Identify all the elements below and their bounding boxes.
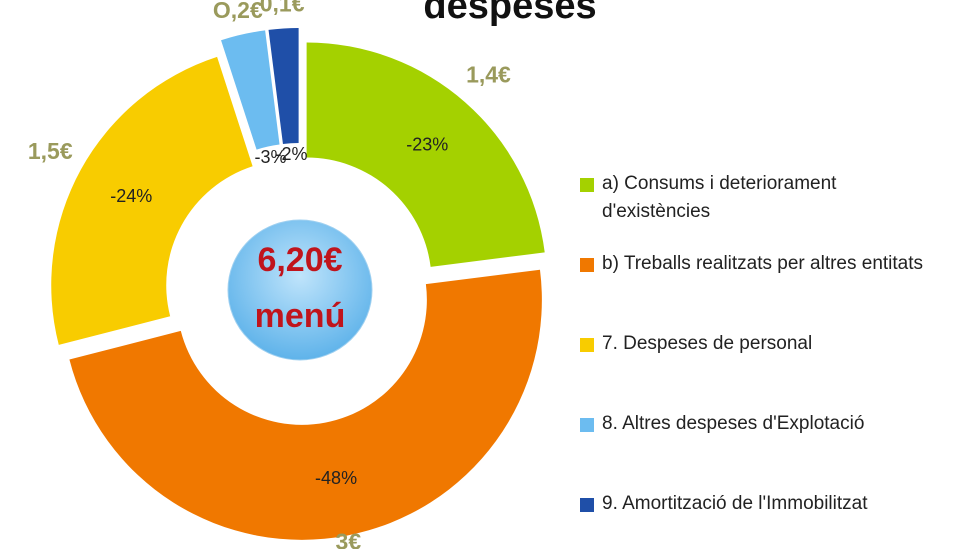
legend-item: 7. Despeses de personal — [580, 330, 940, 410]
legend-swatch — [580, 418, 594, 432]
donut-slice — [306, 42, 545, 267]
legend-label: 7. Despeses de personal — [602, 333, 813, 354]
legend-swatch — [580, 178, 594, 192]
legend-swatch — [580, 498, 594, 512]
value-label: -23% — [406, 134, 448, 154]
donut-slice — [69, 269, 542, 540]
amount-label: 0,1€ — [260, 0, 305, 17]
value-label: -24% — [110, 186, 152, 206]
donut-slice — [221, 30, 280, 150]
legend-label: a) Consums i deteriorament d'existències — [602, 173, 837, 222]
value-label: -2% — [276, 144, 308, 164]
donut-slice — [51, 56, 253, 345]
donut-slice — [268, 28, 299, 145]
legend-item: 9. Amortització de l'Immobilitzat — [580, 490, 940, 549]
center-badge — [227, 219, 373, 361]
amount-label: O,2€ — [213, 0, 263, 23]
value-label: -48% — [315, 468, 357, 488]
legend-label: 9. Amortització de l'Immobilitzat — [602, 493, 868, 514]
center-amount: 6,20€ — [257, 241, 342, 279]
legend-label: 8. Altres despeses d'Explotació — [602, 413, 865, 434]
legend-item: b) Treballs realitzats per altres entita… — [580, 250, 940, 330]
center-label: menú — [255, 297, 346, 335]
amount-label: 1,5€ — [28, 138, 73, 164]
legend-swatch — [580, 258, 594, 272]
legend: a) Consums i deteriorament d'existències… — [580, 170, 940, 549]
amount-label: 1,4€ — [466, 61, 511, 87]
legend-swatch — [580, 338, 594, 352]
chart-title: despeses — [423, 0, 596, 27]
legend-label: b) Treballs realitzats per altres entita… — [602, 253, 924, 274]
legend-item: 8. Altres despeses d'Explotació — [580, 410, 940, 490]
value-label: -3% — [255, 147, 287, 167]
amount-label: 3€ — [336, 529, 362, 549]
legend-item: a) Consums i deteriorament d'existències — [580, 170, 940, 250]
